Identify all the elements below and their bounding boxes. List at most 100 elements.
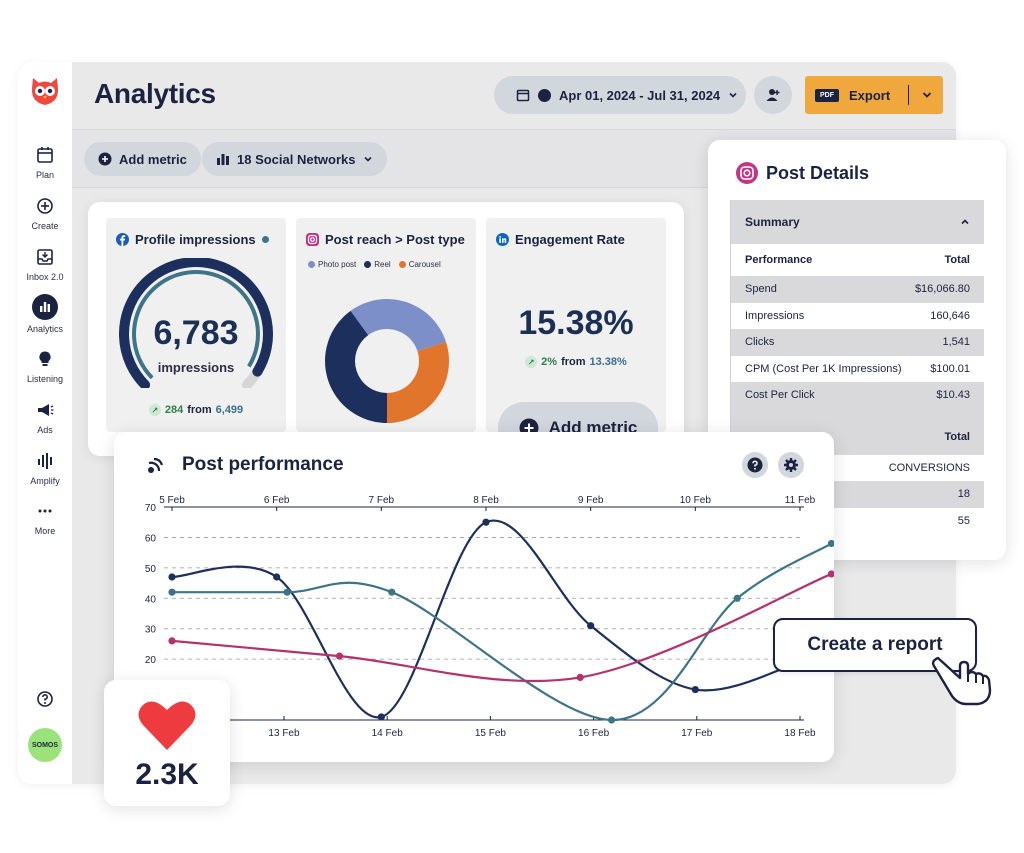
summary-row[interactable]: Summary — [730, 200, 984, 244]
profile-impressions-title: Profile impressions — [135, 232, 256, 247]
data-point[interactable] — [587, 622, 595, 630]
y-tick-label: 70 — [145, 503, 157, 514]
table-row: CPM (Cost Per 1K Impressions) $100.01 — [730, 355, 984, 382]
post-reach-title: Post reach > Post type — [325, 232, 465, 247]
x-top-tick-label: 9 Feb — [578, 495, 604, 506]
data-point[interactable] — [168, 637, 176, 645]
page-title: Analytics — [94, 78, 216, 109]
export-button[interactable]: PDF Export — [805, 76, 943, 114]
add-user-button[interactable] — [754, 76, 792, 114]
card-title: Profile impressions — [116, 232, 269, 247]
owl-logo-icon[interactable] — [28, 74, 62, 108]
data-point[interactable] — [168, 573, 176, 581]
sidebar-item-create[interactable]: Create — [18, 197, 72, 231]
engagement-rate-card[interactable]: Engagement Rate 15.38% ↗ 2% from 13.38% — [486, 218, 666, 432]
sidebar-item-analytics[interactable]: Analytics — [18, 294, 72, 334]
table-row: Clicks 1,541 — [730, 329, 984, 356]
delta-from: from — [561, 356, 586, 368]
sidebar-item-inbox[interactable]: Inbox 2.0 — [18, 248, 72, 282]
data-point[interactable] — [576, 673, 584, 681]
donut-slice[interactable] — [350, 299, 446, 352]
avatar[interactable]: SOMOS — [28, 728, 62, 762]
status-dot — [261, 236, 269, 243]
row-value: 160,646 — [930, 309, 970, 322]
sidebar-item-listening[interactable]: Listening — [18, 350, 72, 384]
data-point[interactable] — [335, 652, 344, 660]
gauge-fill — [119, 258, 273, 388]
help-button[interactable] — [742, 452, 768, 478]
add-metric-button[interactable]: Add metric — [84, 142, 201, 176]
impressions-delta: ↗ 284 from 6,499 — [106, 404, 286, 416]
help-icon[interactable] — [36, 690, 54, 708]
profile-impressions-card[interactable]: Profile impressions 6,783 impressions ↗ … — [106, 218, 286, 432]
y-tick-label: 60 — [145, 533, 157, 544]
create-report-label: Create a report — [807, 634, 943, 655]
table-header: Performance Total — [730, 244, 984, 276]
chevron-up-icon[interactable] — [960, 217, 970, 227]
sidebar-item-label: More — [34, 526, 56, 536]
total-header: Total — [944, 430, 970, 443]
arrow-up-icon: ↗ — [525, 356, 538, 368]
sidebar-item-ads[interactable]: Ads — [18, 401, 72, 435]
data-point[interactable] — [733, 594, 741, 602]
card-title: Engagement Rate — [496, 232, 625, 247]
delta-from: from — [187, 404, 212, 416]
row-label: Clicks — [745, 336, 775, 349]
row-label: CPM (Cost Per 1K Impressions) — [745, 362, 902, 375]
data-point[interactable] — [283, 588, 291, 596]
post-reach-card[interactable]: Post reach > Post type Photo post Reel Car… — [296, 218, 476, 432]
sidebar-item-plan[interactable]: Plan — [18, 146, 72, 180]
row-value: $10.43 — [936, 389, 970, 402]
add-user-icon — [766, 89, 780, 101]
plus-circle-icon — [98, 152, 112, 166]
row-value: 18 — [957, 488, 970, 501]
data-point[interactable] — [827, 539, 834, 548]
x-bottom-tick-label: 14 Feb — [372, 728, 404, 739]
donut-slice[interactable] — [325, 310, 387, 423]
engagement-delta: ↗ 2% from 13.38% — [486, 356, 666, 368]
x-bottom-tick-label: 17 Feb — [681, 728, 713, 739]
data-point[interactable] — [827, 570, 834, 578]
x-bottom-tick-label: 15 Feb — [475, 728, 507, 739]
delta-value: 284 — [164, 404, 184, 416]
arrow-up-icon: ↗ — [148, 404, 161, 416]
social-networks-dropdown[interactable]: 18 Social Networks — [202, 142, 387, 176]
chevron-down-icon — [729, 92, 737, 98]
legend-item: Carousel — [398, 260, 441, 269]
data-point[interactable] — [482, 518, 490, 526]
performance-icon — [148, 457, 164, 473]
delta-base: 13.38% — [589, 356, 627, 368]
row-label: Cost Per Click — [745, 389, 815, 402]
impressions-gauge — [119, 258, 273, 388]
sidebar-item-label: Create — [31, 221, 59, 231]
row-label: Impressions — [745, 309, 805, 322]
likes-card: 2.3K — [104, 680, 230, 806]
row-value: 55 — [957, 514, 970, 527]
divider — [908, 85, 910, 105]
data-point[interactable] — [608, 716, 616, 724]
row-value: $100.01 — [930, 362, 970, 375]
series-line — [172, 542, 832, 722]
pdf-icon: PDF — [815, 88, 839, 102]
sidebar-item-more[interactable]: More — [18, 502, 72, 536]
donut-slice[interactable] — [387, 341, 449, 423]
donut-legend: Photo post Reel Carousel — [308, 260, 441, 269]
delta-value: 2% — [541, 356, 558, 368]
header: Analytics Apr 01, 2024 - Jul 31, 2024 PD… — [72, 62, 956, 130]
y-tick-label: 30 — [145, 625, 157, 636]
data-point[interactable] — [377, 713, 385, 721]
sidebar-item-amplify[interactable]: Amplify — [18, 452, 72, 486]
row-label: Spend — [745, 283, 777, 296]
date-range-picker[interactable]: Apr 01, 2024 - Jul 31, 2024 — [494, 76, 746, 114]
legend-label: Reel — [374, 260, 391, 269]
chevron-down-icon[interactable] — [921, 89, 933, 101]
data-point[interactable] — [388, 588, 396, 596]
data-point[interactable] — [168, 588, 176, 596]
data-point[interactable] — [691, 685, 699, 694]
legend-label: Carousel — [408, 260, 441, 269]
table-row: Spend $16,066.80 — [730, 276, 984, 303]
dot-icon — [538, 88, 551, 102]
social-networks-label: 18 Social Networks — [237, 151, 356, 167]
settings-button[interactable] — [778, 452, 804, 478]
data-point[interactable] — [273, 573, 281, 581]
